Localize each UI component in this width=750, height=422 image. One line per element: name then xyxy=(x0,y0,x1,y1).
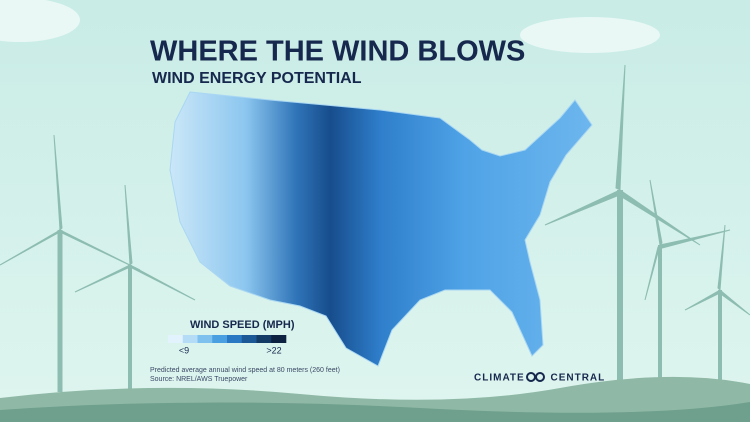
note: Predicted average annual wind speed at 8… xyxy=(150,367,340,374)
legend-swatch xyxy=(256,335,272,343)
subtitle: WIND ENERGY POTENTIAL xyxy=(152,70,362,87)
legend-swatch xyxy=(168,335,184,343)
legend-swatch xyxy=(182,335,198,343)
us-wind-map xyxy=(169,91,593,367)
legend-swatch xyxy=(227,335,243,343)
legend-swatch xyxy=(197,335,213,343)
cloud xyxy=(520,17,660,53)
legend-title: WIND SPEED (MPH) xyxy=(190,319,295,331)
cloud xyxy=(0,0,80,42)
legend-swatch xyxy=(241,335,257,343)
legend-high: >22 xyxy=(266,345,281,355)
source: Source: NREL/AWS Truepower xyxy=(150,376,248,383)
turbines xyxy=(0,64,750,392)
legend-low: <9 xyxy=(179,345,189,355)
logo: CLIMATE CENTRAL xyxy=(474,373,605,384)
legend-swatch xyxy=(271,335,287,343)
logo-icon xyxy=(526,372,545,382)
ground xyxy=(0,402,750,422)
legend-swatch xyxy=(212,335,228,343)
legend-swatches xyxy=(168,335,287,343)
title: WHERE THE WIND BLOWS xyxy=(150,36,525,68)
